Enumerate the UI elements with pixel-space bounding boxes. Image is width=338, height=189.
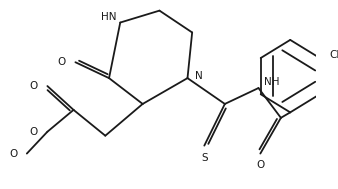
Text: Cl: Cl: [329, 50, 338, 60]
Text: HN: HN: [101, 12, 117, 22]
Text: O: O: [256, 160, 264, 170]
Text: NH: NH: [264, 77, 280, 87]
Text: O: O: [30, 127, 38, 137]
Text: O: O: [58, 57, 66, 67]
Text: S: S: [201, 153, 208, 163]
Text: O: O: [9, 149, 18, 159]
Text: N: N: [195, 71, 203, 81]
Text: O: O: [30, 81, 38, 91]
